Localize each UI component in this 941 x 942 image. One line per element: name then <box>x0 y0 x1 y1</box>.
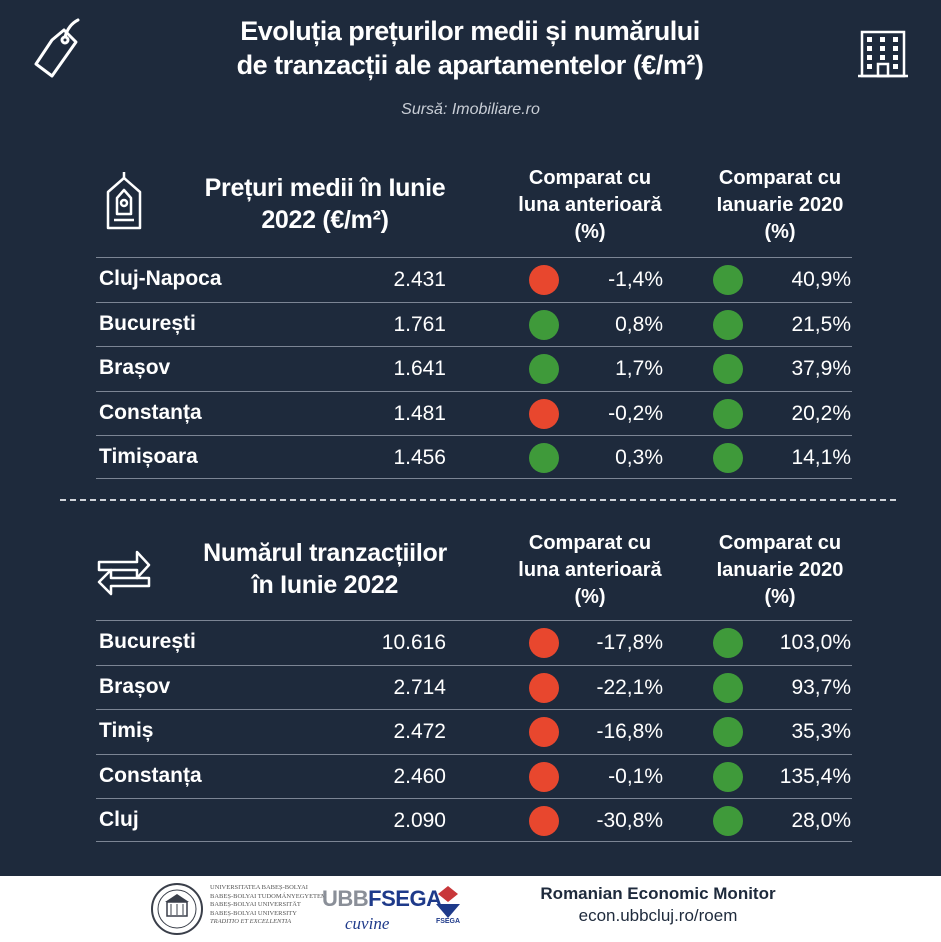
exchange-arrows-icon <box>97 548 151 596</box>
row-value: 2.090 <box>393 809 446 832</box>
footer-monitor: Romanian Economic Monitor econ.ubbcluj.r… <box>508 884 808 926</box>
price-tag-icon <box>30 18 82 82</box>
status-dot-jan2020 <box>713 806 743 836</box>
row-change-jan2020: 40,9% <box>791 268 851 291</box>
table-row: Constanța 1.481 -0,2% 20,2% <box>96 390 852 435</box>
row-change-jan2020: 28,0% <box>791 809 851 832</box>
row-name: Cluj-Napoca <box>99 267 222 290</box>
ubbfsega-logo: UBBFSEGA <box>322 886 442 911</box>
status-dot-mom <box>529 309 559 340</box>
row-value: 2.431 <box>393 268 446 291</box>
row-name: Cluj <box>99 808 139 831</box>
status-dot-jan2020 <box>713 628 743 658</box>
table-row: Timiș 2.472 -16,8% 35,3% <box>96 709 852 753</box>
row-name: Timiș <box>99 719 154 742</box>
monitor-url[interactable]: econ.ubbcluj.ro/roem <box>578 906 738 925</box>
row-change-jan2020: 35,3% <box>791 720 851 743</box>
university-names: UNIVERSITATEA BABEȘ-BOLYAI BABEȘ-BOLYAI … <box>210 884 327 925</box>
row-change-mom: 1,7% <box>615 357 663 380</box>
row-change-mom: 0,3% <box>615 446 663 469</box>
table-row: București 10.616 -17,8% 103,0% <box>96 620 852 664</box>
status-dot-mom <box>529 443 559 473</box>
transactions-col-header-mom: Comparat cu luna anterioară (%) <box>518 532 662 608</box>
ubb-seal-icon <box>150 882 204 936</box>
transactions-col-header-jan2020: Comparat cu Ianuarie 2020 (%) <box>716 532 844 608</box>
transactions-section-title: Numărul tranzacțiilor în Iunie 2022 <box>203 539 447 599</box>
table-row: București 1.761 0,8% 21,5% <box>96 301 852 346</box>
status-dot-jan2020 <box>713 672 743 703</box>
status-dot-mom <box>529 265 559 295</box>
row-value: 1.641 <box>393 357 446 380</box>
status-dot-mom <box>529 761 559 792</box>
table-row: Cluj 2.090 -30,8% 28,0% <box>96 798 852 842</box>
row-value: 1.456 <box>393 446 446 469</box>
row-change-mom: -0,1% <box>608 764 663 788</box>
page-title: Evoluția prețurilor medii și numărului d… <box>236 16 704 80</box>
row-value: 2.714 <box>393 675 446 699</box>
prices-col-header-jan2020: Comparat cu Ianuarie 2020 (%) <box>716 167 844 243</box>
row-change-jan2020: 14,1% <box>791 446 851 469</box>
building-icon <box>856 24 910 80</box>
row-name: Timișoara <box>99 445 198 468</box>
row-change-jan2020: 20,2% <box>791 401 851 425</box>
row-change-jan2020: 21,5% <box>791 312 851 336</box>
row-name: București <box>99 311 196 335</box>
table-row: Brașov 2.714 -22,1% 93,7% <box>96 664 852 709</box>
cuvine-logo: cuvine <box>345 914 390 933</box>
footer: UNIVERSITATEA BABEȘ-BOLYAI BABEȘ-BOLYAI … <box>0 876 941 942</box>
status-dot-mom <box>529 398 559 429</box>
status-dot-jan2020 <box>713 443 743 473</box>
row-value: 2.460 <box>393 764 446 788</box>
row-value: 1.761 <box>393 312 446 336</box>
status-dot-mom <box>529 354 559 384</box>
row-change-jan2020: 103,0% <box>779 631 851 654</box>
status-dot-mom <box>529 717 559 747</box>
status-dot-jan2020 <box>713 354 743 384</box>
status-dot-mom <box>529 806 559 836</box>
row-change-jan2020: 93,7% <box>791 675 851 699</box>
row-name: București <box>99 630 196 653</box>
row-change-mom: -1,4% <box>608 268 663 291</box>
row-name: Brașov <box>99 356 171 379</box>
row-change-mom: 0,8% <box>615 312 663 336</box>
status-dot-jan2020 <box>713 265 743 295</box>
house-icon <box>104 170 144 232</box>
status-dot-jan2020 <box>713 398 743 429</box>
row-change-jan2020: 37,9% <box>791 357 851 380</box>
table-row: Brașov 1.641 1,7% 37,9% <box>96 346 852 390</box>
monitor-name: Romanian Economic Monitor <box>540 884 776 903</box>
row-name: Brașov <box>99 674 171 698</box>
prices-section-title: Prețuri medii în Iunie 2022 (€/m²) <box>204 174 446 234</box>
prices-col-header-mom: Comparat cu luna anterioară (%) <box>518 167 662 243</box>
table-row: Timișoara 1.456 0,3% 14,1% <box>96 435 852 479</box>
status-dot-jan2020 <box>713 717 743 747</box>
row-change-mom: -30,8% <box>596 809 663 832</box>
row-name: Constanța <box>99 763 202 787</box>
source-note: Sursă: Imobiliare.ro <box>401 101 540 118</box>
svg-text:FSEGA: FSEGA <box>436 918 460 924</box>
section-divider <box>60 499 896 501</box>
status-dot-mom <box>529 628 559 658</box>
row-value: 2.472 <box>393 720 446 743</box>
row-change-mom: -16,8% <box>596 720 663 743</box>
row-value: 10.616 <box>381 631 446 654</box>
row-change-mom: -22,1% <box>596 675 663 699</box>
status-dot-jan2020 <box>713 761 743 792</box>
row-name: Constanța <box>99 400 202 424</box>
table-row: Constanța 2.460 -0,1% 135,4% <box>96 753 852 798</box>
row-change-mom: -0,2% <box>608 401 663 425</box>
row-change-jan2020: 135,4% <box>779 764 851 788</box>
status-dot-mom <box>529 672 559 703</box>
row-change-mom: -17,8% <box>596 631 663 654</box>
status-dot-jan2020 <box>713 309 743 340</box>
row-value: 1.481 <box>393 401 446 425</box>
fsega-shield-icon: FSEGA <box>432 884 464 924</box>
table-row: Cluj-Napoca 2.431 -1,4% 40,9% <box>96 257 852 301</box>
